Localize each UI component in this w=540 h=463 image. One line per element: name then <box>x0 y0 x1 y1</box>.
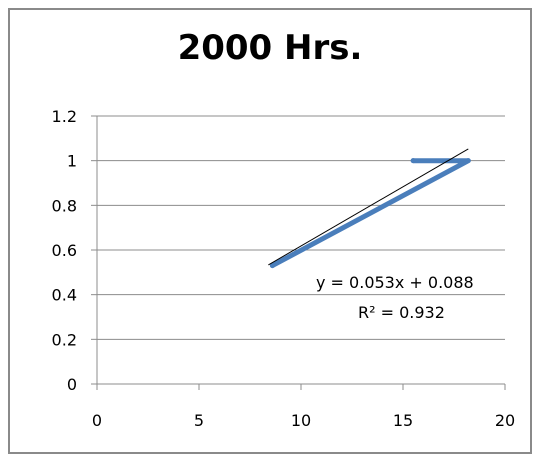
data-point-0-2 <box>410 158 416 164</box>
y-tick-label-2: 0.4 <box>52 286 77 305</box>
x-tick-label-1: 5 <box>194 411 204 430</box>
y-tick-label-1: 0.2 <box>52 330 77 349</box>
y-tick-label-5: 1 <box>67 152 77 171</box>
y-tick-label-3: 0.6 <box>52 241 77 260</box>
x-tick-label-3: 15 <box>393 411 413 430</box>
trendline <box>268 148 469 266</box>
trendline-layer <box>268 148 469 266</box>
trendline-r-squared: R² = 0.932 <box>358 303 445 322</box>
chart-area <box>8 8 532 454</box>
x-tick-label-2: 10 <box>291 411 311 430</box>
equation-labels: y = 0.053x + 0.088 R² = 0.932 <box>316 273 474 322</box>
x-tick-label-4: 20 <box>495 411 515 430</box>
trendline-equation: y = 0.053x + 0.088 <box>316 273 474 292</box>
data-point-0-1 <box>465 158 471 164</box>
data-point-0-0 <box>269 263 275 269</box>
tick-labels: 0 0.2 0.4 0.6 0.8 1 1.2 0 5 10 15 20 <box>52 107 516 430</box>
y-tick-label-6: 1.2 <box>52 107 77 126</box>
y-tick-label-4: 0.8 <box>52 196 77 215</box>
chart-title: 2000 Hrs. <box>177 28 363 68</box>
series-layer <box>269 158 471 269</box>
axes <box>91 115 506 390</box>
x-tick-label-0: 0 <box>92 411 102 430</box>
y-tick-label-0: 0 <box>67 375 77 394</box>
